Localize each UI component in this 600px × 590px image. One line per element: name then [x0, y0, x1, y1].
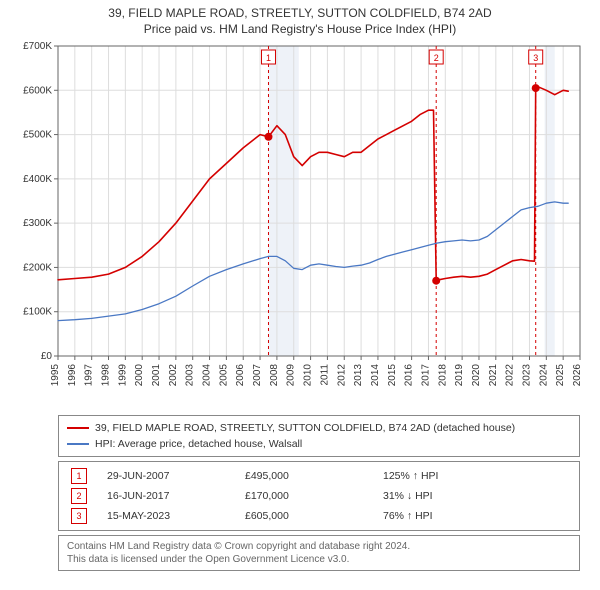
event-delta: 31% ↓ HPI: [379, 486, 571, 506]
chart-area: £0 £100K £200K £300K £400K £500K £600K £700K 199…: [0, 36, 600, 411]
event-marker: 2: [71, 488, 87, 504]
svg-text:2009: 2009: [286, 364, 297, 387]
svg-text:2023: 2023: [521, 364, 532, 387]
svg-text:£400K: £400K: [23, 174, 52, 185]
legend-label: HPI: Average price, detached house, Wals…: [95, 438, 302, 450]
events-table: 1 29-JUN-2007£495,000125% ↑ HPI 2 16-JUN-20…: [58, 461, 580, 531]
event-marker: 1: [71, 468, 87, 484]
svg-text:£300K: £300K: [23, 218, 52, 229]
svg-text:2011: 2011: [319, 364, 330, 386]
svg-text:£200K: £200K: [23, 262, 52, 273]
legend-label: 39, FIELD MAPLE ROAD, STREETLY, SUTTON C…: [95, 422, 515, 434]
svg-text:2006: 2006: [235, 364, 246, 387]
svg-text:2024: 2024: [538, 364, 549, 387]
svg-text:2026: 2026: [572, 364, 583, 387]
svg-text:2000: 2000: [134, 364, 145, 387]
svg-text:2018: 2018: [437, 364, 448, 387]
svg-text:2004: 2004: [202, 364, 213, 387]
svg-text:2: 2: [434, 53, 439, 63]
svg-text:2017: 2017: [420, 364, 431, 387]
event-delta: 76% ↑ HPI: [379, 506, 571, 526]
svg-text:2019: 2019: [454, 364, 465, 387]
svg-text:2010: 2010: [303, 364, 314, 387]
legend: 39, FIELD MAPLE ROAD, STREETLY, SUTTON C…: [58, 415, 580, 457]
svg-text:2022: 2022: [505, 364, 516, 387]
svg-text:1999: 1999: [117, 364, 128, 387]
price-chart: £0 £100K £200K £300K £400K £500K £600K £700K 199…: [0, 36, 600, 406]
svg-text:1: 1: [266, 53, 271, 63]
event-price: £170,000: [241, 486, 379, 506]
event-row: 1 29-JUN-2007£495,000125% ↑ HPI: [67, 466, 571, 486]
legend-swatch: [67, 427, 89, 429]
svg-text:£500K: £500K: [23, 130, 52, 141]
event-date: 15-MAY-2023: [103, 506, 241, 526]
event-date: 29-JUN-2007: [103, 466, 241, 486]
event-price: £605,000: [241, 506, 379, 526]
svg-text:£100K: £100K: [23, 307, 52, 318]
svg-text:2014: 2014: [370, 364, 381, 387]
svg-text:2025: 2025: [555, 364, 566, 387]
svg-text:2001: 2001: [151, 364, 162, 387]
svg-text:£700K: £700K: [23, 41, 52, 52]
svg-text:2015: 2015: [387, 364, 398, 387]
event-row: 3 15-MAY-2023£605,00076% ↑ HPI: [67, 506, 571, 526]
legend-swatch: [67, 443, 89, 445]
svg-text:1996: 1996: [67, 364, 78, 387]
svg-text:1995: 1995: [50, 364, 61, 387]
svg-text:1997: 1997: [84, 364, 95, 387]
svg-text:2007: 2007: [252, 364, 263, 387]
event-row: 2 16-JUN-2017£170,00031% ↓ HPI: [67, 486, 571, 506]
svg-text:2003: 2003: [185, 364, 196, 387]
chart-titles: 39, FIELD MAPLE ROAD, STREETLY, SUTTON C…: [0, 6, 600, 36]
event-price: £495,000: [241, 466, 379, 486]
svg-text:2005: 2005: [218, 364, 229, 387]
svg-text:2008: 2008: [269, 364, 280, 387]
svg-text:2016: 2016: [404, 364, 415, 387]
footer-line-2: This data is licensed under the Open Gov…: [67, 553, 571, 566]
footer-line-1: Contains HM Land Registry data © Crown c…: [67, 540, 571, 553]
title-line-1: 39, FIELD MAPLE ROAD, STREETLY, SUTTON C…: [0, 6, 600, 20]
title-line-2: Price paid vs. HM Land Registry's House …: [0, 22, 600, 36]
svg-text:£0: £0: [41, 351, 53, 362]
svg-text:2021: 2021: [488, 364, 499, 387]
event-date: 16-JUN-2017: [103, 486, 241, 506]
event-marker: 3: [71, 508, 87, 524]
svg-text:2013: 2013: [353, 364, 364, 387]
svg-text:2012: 2012: [336, 364, 347, 387]
legend-row: 39, FIELD MAPLE ROAD, STREETLY, SUTTON C…: [67, 420, 571, 436]
event-delta: 125% ↑ HPI: [379, 466, 571, 486]
svg-text:3: 3: [533, 53, 538, 63]
svg-text:£600K: £600K: [23, 85, 52, 96]
svg-text:2002: 2002: [168, 364, 179, 387]
svg-text:2020: 2020: [471, 364, 482, 387]
footer-attribution: Contains HM Land Registry data © Crown c…: [58, 535, 580, 571]
legend-row: HPI: Average price, detached house, Wals…: [67, 436, 571, 452]
svg-text:1998: 1998: [101, 364, 112, 387]
